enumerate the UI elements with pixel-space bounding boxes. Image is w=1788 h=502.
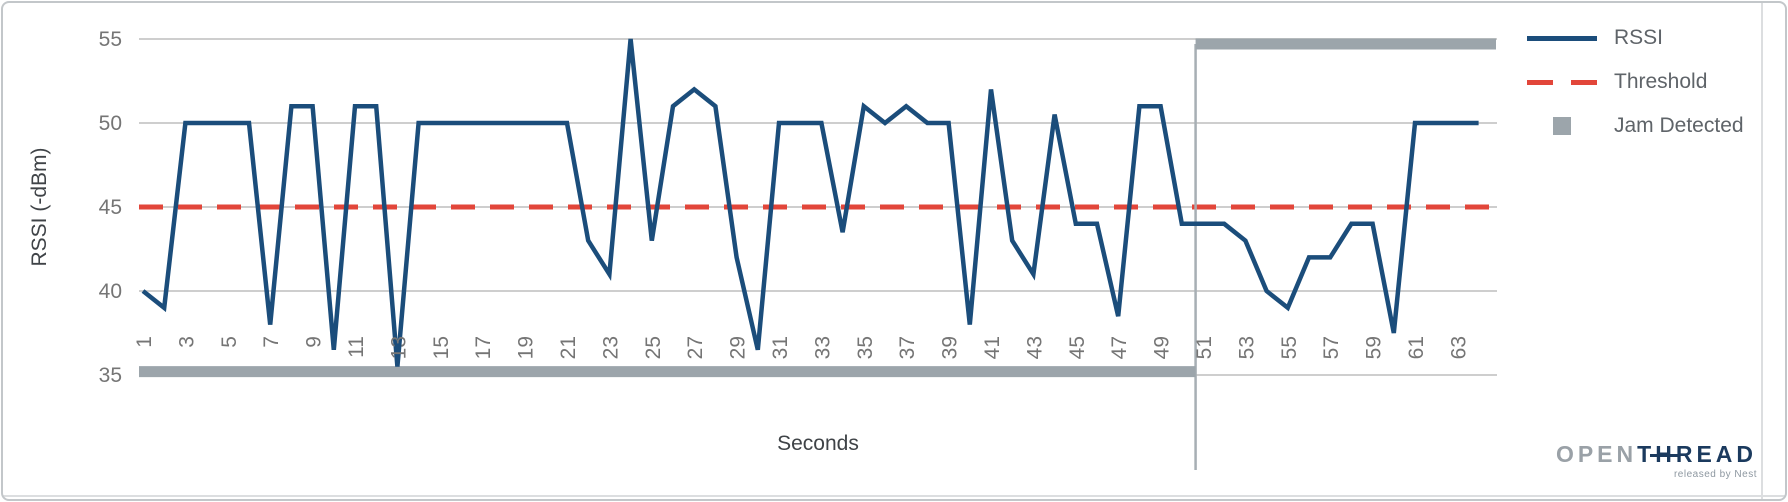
openthread-wordmark: OPENTHREAD [1556,441,1757,468]
right-divider-line [1761,2,1763,500]
x-tick-label-33: 33 [811,336,834,359]
x-axis-title: Seconds [777,432,859,455]
x-tick-label-51: 51 [1193,336,1216,359]
y-tick-label-55: 55 [99,28,122,51]
legend-item-threshold: Threshold [1527,60,1744,104]
x-tick-label-47: 47 [1108,336,1131,359]
x-tick-label-55: 55 [1278,336,1301,359]
threshold-dash-sample [1527,79,1597,85]
x-tick-label-31: 31 [769,336,792,359]
x-tick-label-37: 37 [896,336,919,359]
x-tick-label-11: 11 [345,336,368,358]
x-tick-label-1: 1 [133,336,156,348]
y-tick-label-45: 45 [99,196,122,219]
x-tick-label-23: 23 [599,336,622,359]
y-axis-title: RSSI (-dBm) [28,147,51,266]
x-tick-label-5: 5 [218,336,241,348]
chart-legend: RSSI Threshold Jam Detected [1527,16,1744,148]
x-tick-label-15: 15 [430,336,453,359]
x-tick-label-49: 49 [1151,336,1174,359]
x-tick-label-45: 45 [1066,336,1089,359]
rssi-line-swatch [1527,35,1597,41]
x-tick-label-29: 29 [727,336,750,359]
x-tick-label-13: 13 [387,336,410,359]
openthread-logo: OPENTHREAD released by Nest [1556,441,1757,480]
x-tick-label-19: 19 [515,336,538,359]
legend-label-threshold: Threshold [1614,70,1708,93]
x-tick-label-53: 53 [1235,336,1258,359]
legend-item-rssi: RSSI [1527,16,1744,60]
legend-label-rssi: RSSI [1614,26,1664,49]
x-tick-label-27: 27 [684,336,707,359]
legend-label-jam: Jam Detected [1614,114,1744,137]
y-tick-label-40: 40 [99,280,122,303]
logo-tagline: released by Nest [1673,469,1757,480]
x-tick-label-7: 7 [260,336,283,348]
x-tick-label-9: 9 [303,336,326,348]
logo-t-text: T [1637,441,1656,467]
logo-read-text: READ [1675,441,1757,467]
logo-open-text: OPEN [1555,441,1638,467]
x-tick-label-21: 21 [557,336,580,359]
x-tick-label-25: 25 [642,336,665,359]
x-tick-label-43: 43 [1023,336,1046,359]
x-tick-label-3: 3 [175,336,198,348]
logo-h-text: H [1650,441,1678,467]
x-tick-label-57: 57 [1320,336,1343,359]
x-tick-label-63: 63 [1447,336,1470,359]
x-tick-label-59: 59 [1363,336,1386,359]
jam-square-sample [1527,117,1597,135]
bottom-divider-line [2,495,1786,497]
y-tick-label-35: 35 [99,364,122,387]
rssi-line-sample [1527,35,1597,41]
threshold-dash-swatch [1527,79,1597,85]
rssi-line [141,38,1479,367]
x-tick-label-17: 17 [472,336,495,359]
jam-square-swatch [1553,117,1571,135]
x-tick-label-39: 39 [939,336,962,359]
legend-item-jam: Jam Detected [1527,104,1744,148]
x-tick-label-35: 35 [854,336,877,359]
x-tick-label-61: 61 [1405,336,1428,359]
y-tick-label-50: 50 [99,112,122,135]
x-tick-label-41: 41 [981,336,1004,359]
